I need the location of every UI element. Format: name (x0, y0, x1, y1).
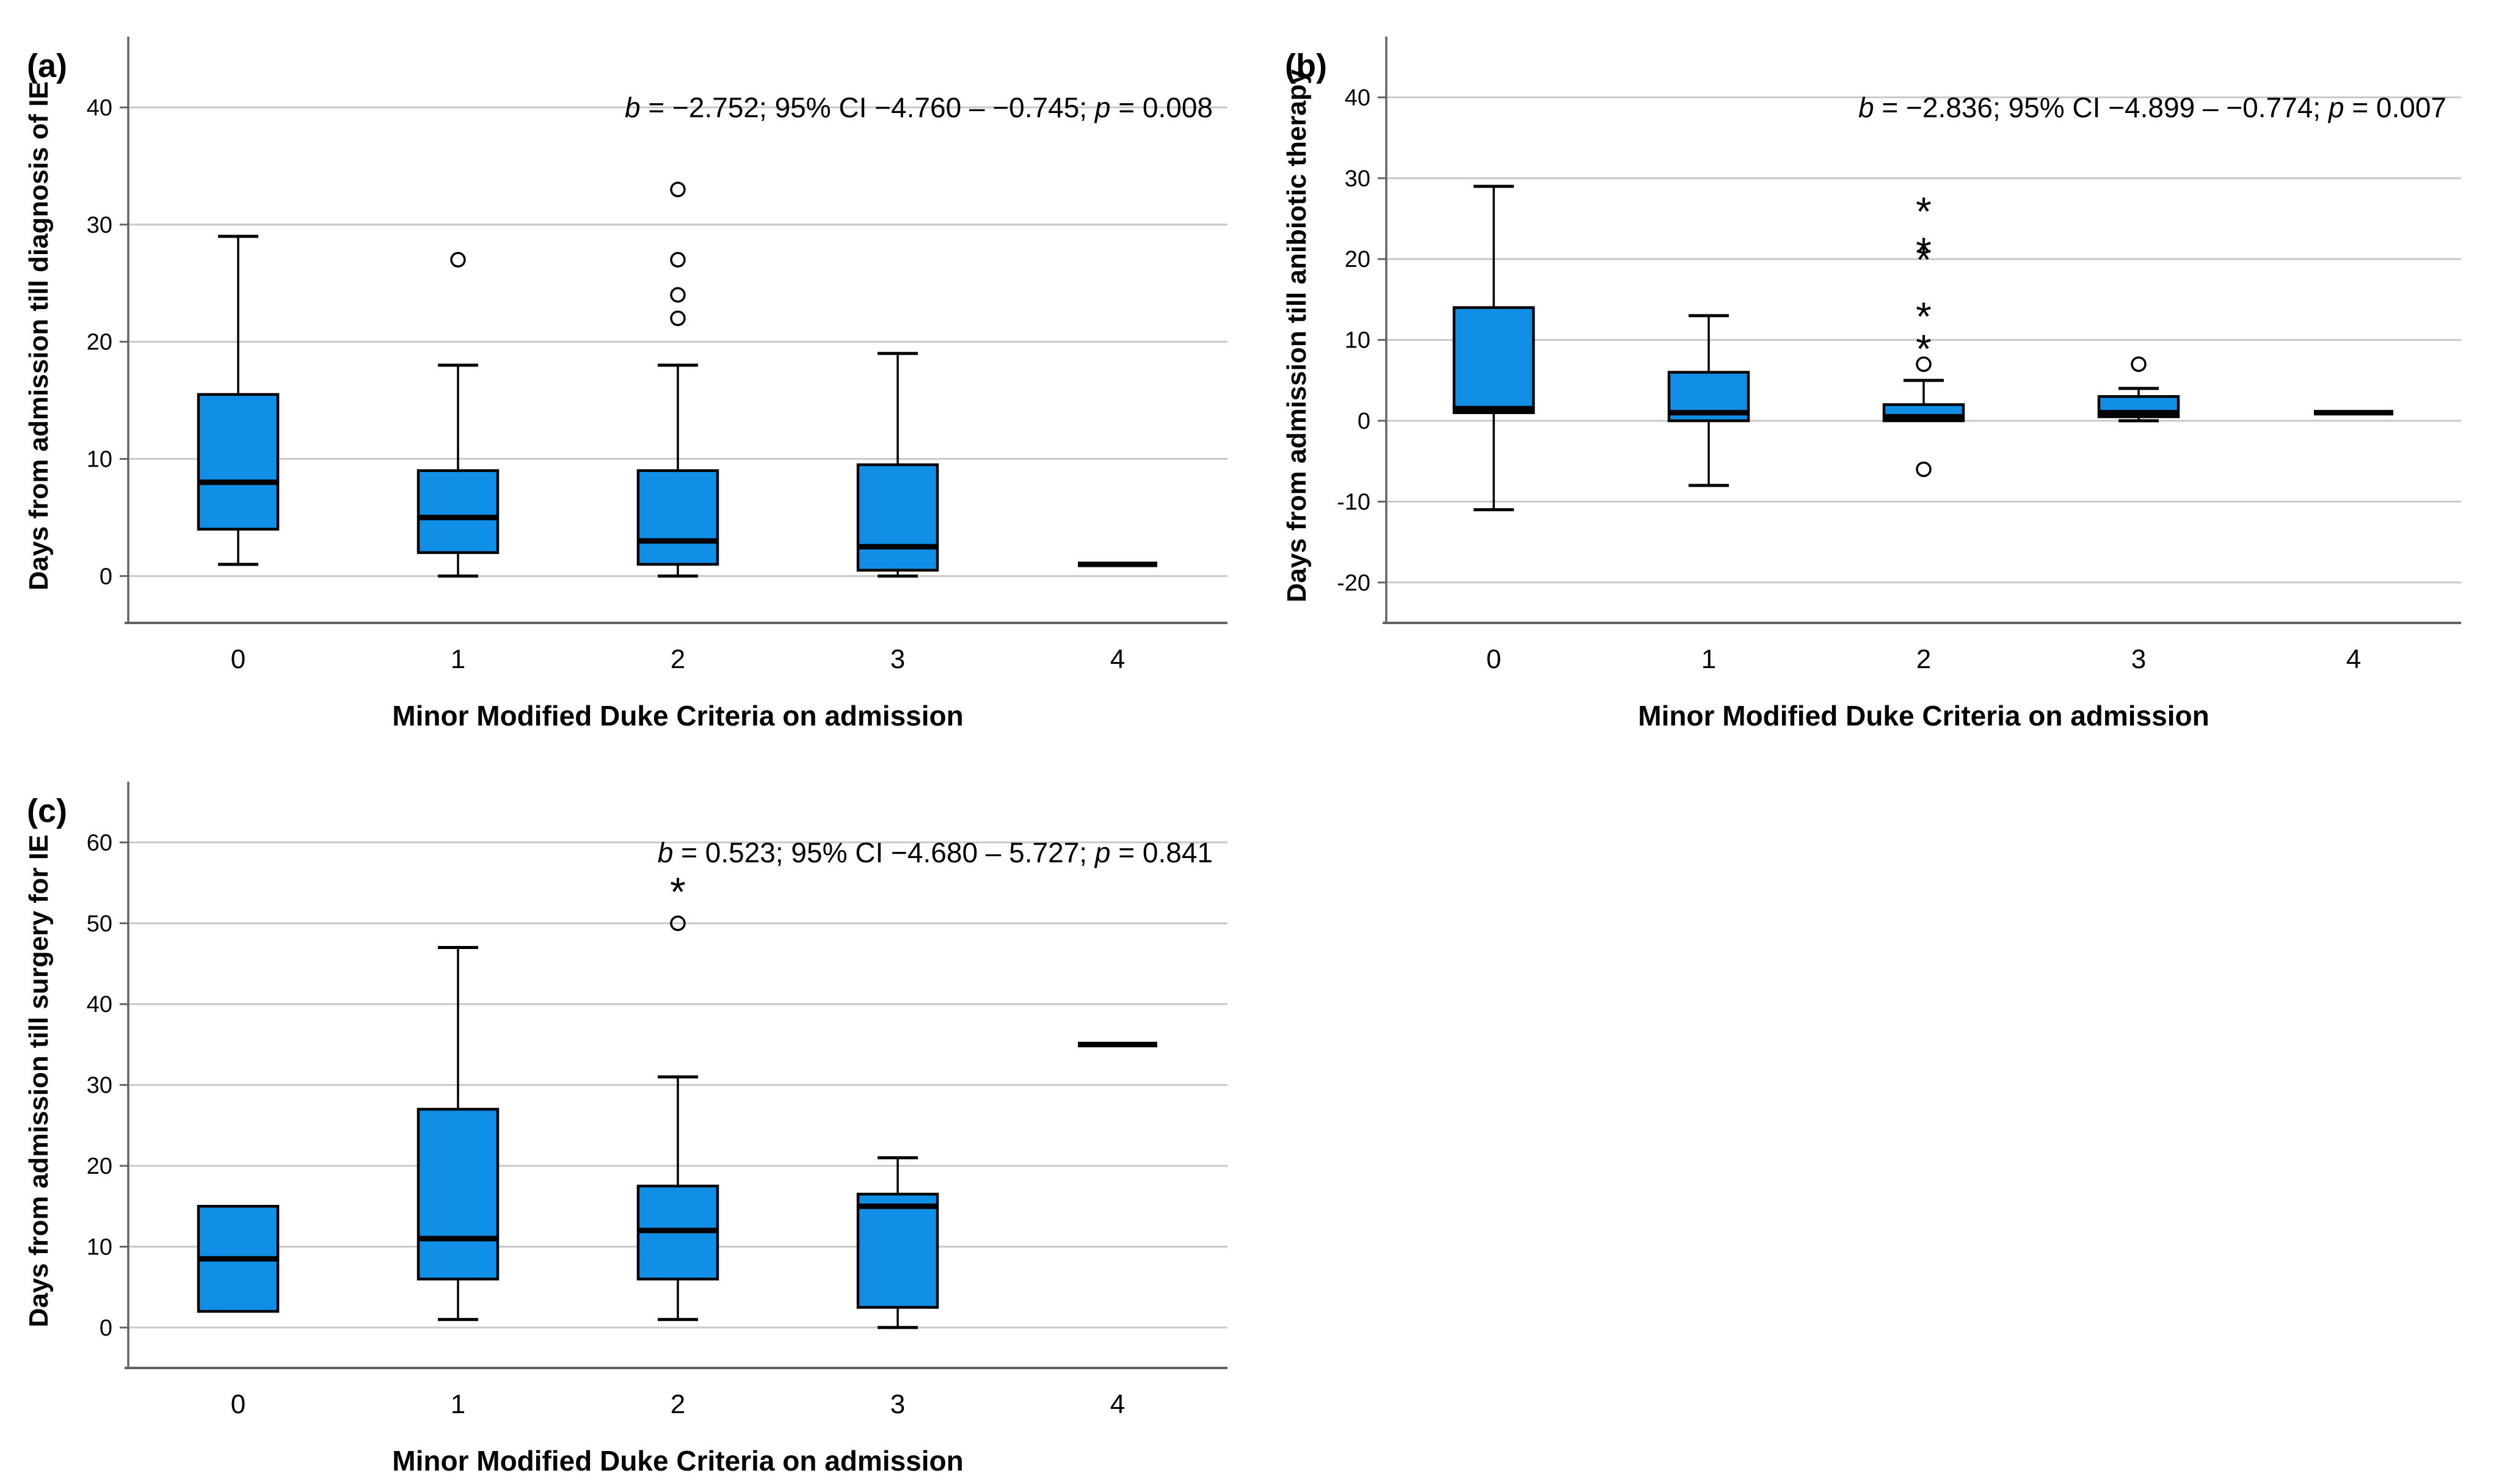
box-rect (1452, 306, 1535, 415)
box-rect (416, 469, 500, 555)
outlier-marker (670, 252, 686, 268)
y-tick-label: 0 (1358, 409, 1370, 434)
y-tick-label: 10 (1345, 328, 1370, 354)
boxplot-category-1 (416, 946, 500, 1322)
y-tick-label: 40 (1345, 85, 1370, 111)
box-rect (416, 1108, 500, 1281)
y-tick-label: 60 (87, 830, 112, 856)
box-rect (856, 1193, 939, 1309)
y-tick-label: 20 (87, 330, 112, 355)
panel-b: (b) -20 -10 0 10 20 30 40 * * * * * 0 1 2 3 4 Minor Modif… (1276, 12, 2498, 739)
regression-annotation: b = −2.836; 95% CI −4.899 – −0.774; p = … (1858, 92, 2446, 123)
outlier-marker (670, 915, 686, 931)
boxplot-category-0 (1452, 184, 1535, 512)
boxplot-category-3 (2097, 356, 2180, 423)
outlier-marker (2131, 356, 2147, 373)
y-axis-title: Days from admission till anibiotic thera… (1282, 69, 1312, 602)
regression-annotation: b = 0.523; 95% CI −4.680 – 5.727; p = 0.… (658, 837, 1213, 868)
x-category-label: 0 (231, 644, 245, 674)
x-category-label: 0 (231, 1389, 245, 1419)
y-tick-label: 30 (87, 213, 112, 238)
outlier-marker (670, 181, 686, 197)
y-tick-label: 20 (1345, 247, 1370, 272)
panel-c: (c) 0 10 20 30 40 50 60 * 0 1 2 3 4 Minor Modified Du… (18, 757, 1264, 1484)
extreme-marker: * (1916, 229, 1932, 274)
y-tick-label: 50 (87, 911, 112, 937)
boxplot-category-0 (197, 235, 280, 566)
y-axis-title: Days from admission till diagnosis of IE (24, 81, 54, 591)
y-tick-label: 30 (1345, 166, 1370, 192)
x-category-label: 4 (1110, 1389, 1125, 1419)
y-tick-label: 0 (100, 1315, 112, 1341)
box-rect (856, 463, 939, 572)
x-category-label: 4 (2346, 644, 2361, 674)
x-category-label: 2 (671, 1389, 685, 1419)
y-tick-label: 10 (87, 446, 112, 472)
x-category-label: 3 (890, 644, 905, 674)
x-category-label: 1 (1701, 644, 1716, 674)
x-category-label: 1 (451, 1389, 465, 1419)
panel-c-boxplot-chart: (c) 0 10 20 30 40 50 60 * 0 1 2 3 4 Minor Modified Du… (24, 782, 1227, 1477)
y-tick-label: 30 (87, 1073, 112, 1099)
y-axis-title: Days from admission till surgery for IE (24, 835, 54, 1328)
extreme-marker: * (1916, 237, 1932, 282)
regression-annotation: b = −2.752; 95% CI −4.760 – −0.745; p = … (625, 92, 1213, 123)
y-tick-label: 10 (87, 1234, 112, 1260)
x-category-label: 3 (2131, 644, 2146, 674)
y-tick-label: 40 (87, 95, 112, 121)
y-tick-label: -20 (1337, 570, 1370, 596)
extreme-marker: * (670, 869, 686, 914)
outlier-marker (1916, 461, 1932, 478)
x-category-label: 3 (890, 1389, 905, 1419)
boxplot-category-1 (1667, 314, 1750, 487)
extreme-marker: * (1916, 189, 1932, 234)
y-tick-label: 0 (100, 564, 112, 589)
panel-a: (a) 0 10 20 30 40 0 1 2 3 4 Minor Modified Duke Cr… (18, 12, 1264, 739)
panel-b-label: (b) (1285, 48, 1327, 84)
x-axis-title: Minor Modified Duke Criteria on admissio… (1638, 700, 2209, 732)
boxplot-category-3 (856, 1156, 939, 1329)
x-category-label: 2 (671, 644, 685, 674)
extreme-marker: * (1916, 294, 1932, 339)
x-category-label: 0 (1486, 644, 1501, 674)
outlier-marker (450, 252, 466, 268)
boxplot-category-1 (416, 252, 500, 578)
boxplot-category-0 (197, 1204, 280, 1313)
boxplot-category-2 (636, 181, 719, 578)
panel-a-boxplot-chart: (a) 0 10 20 30 40 0 1 2 3 4 Minor Modified Duke Cr… (24, 37, 1227, 732)
y-tick-label: -10 (1337, 489, 1370, 515)
boxplot-category-2: * (636, 869, 719, 1322)
y-tick-label: 40 (87, 992, 112, 1017)
panel-c-label: (c) (27, 793, 67, 829)
boxplot-category-2: ***** (1882, 189, 1965, 478)
outlier-marker (670, 310, 686, 326)
box-rect (197, 393, 280, 531)
box-rect (636, 469, 719, 566)
x-axis-title: Minor Modified Duke Criteria on admissio… (392, 700, 963, 732)
x-category-label: 1 (451, 644, 465, 674)
x-axis-title: Minor Modified Duke Criteria on admissio… (392, 1445, 963, 1477)
boxplot-category-3 (856, 352, 939, 578)
outlier-marker (1916, 356, 1932, 373)
extreme-marker: * (1916, 326, 1932, 371)
panel-a-label: (a) (27, 48, 67, 84)
outlier-marker (670, 287, 686, 303)
x-category-label: 4 (1110, 644, 1125, 674)
y-tick-label: 20 (87, 1154, 112, 1179)
x-category-label: 2 (1916, 644, 1931, 674)
